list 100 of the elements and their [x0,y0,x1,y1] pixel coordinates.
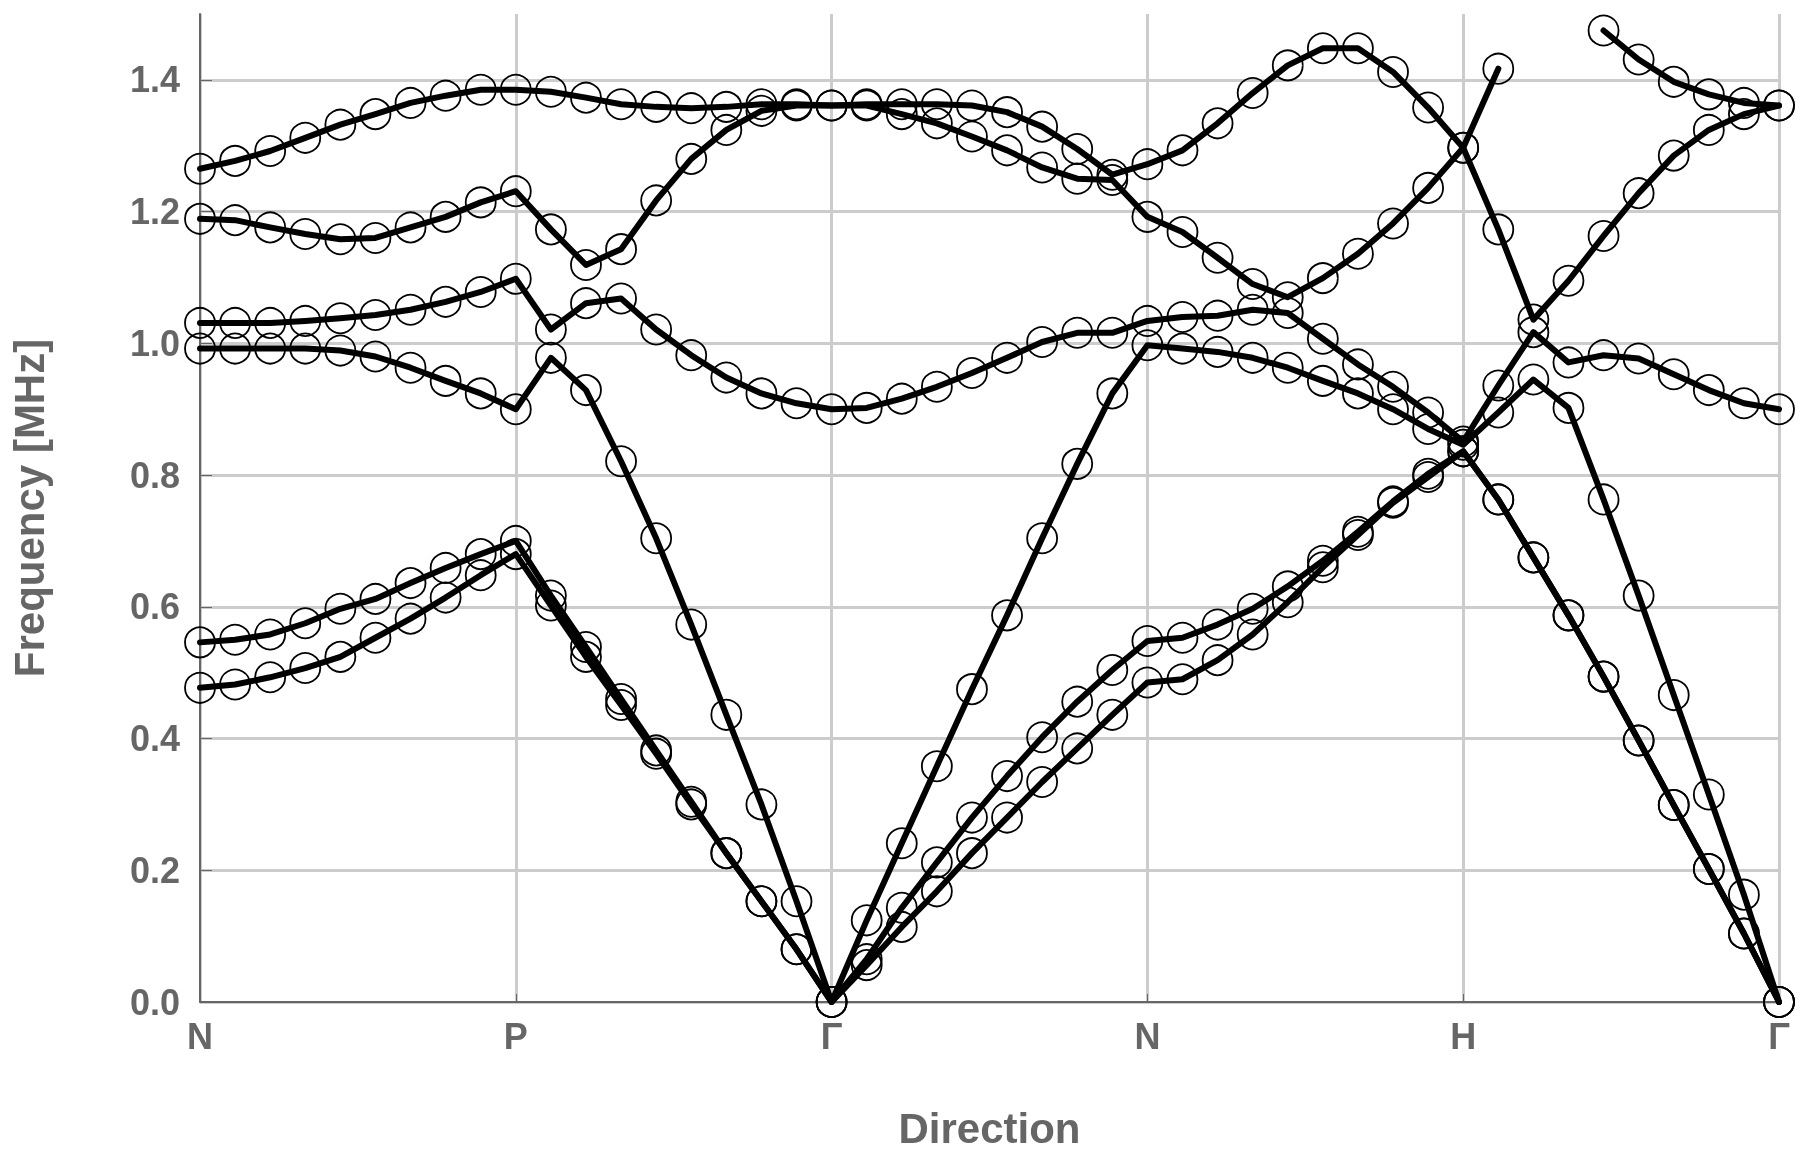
point [394,567,427,599]
y-tick-label: 1.2 [129,191,180,233]
point [1271,297,1304,329]
x-tick-label: Γ [1768,1015,1791,1057]
y-tick-label: 0.4 [129,718,180,760]
point [219,623,251,656]
point [464,276,497,308]
point [1587,483,1620,516]
point [324,334,357,367]
point [324,640,357,673]
y-tick-label: 1.4 [129,59,180,101]
point [1131,148,1164,181]
point [1622,43,1655,76]
point [289,121,322,154]
point [1201,336,1234,368]
point [1306,322,1339,355]
point [219,332,251,365]
point [359,583,392,615]
point [359,299,392,331]
point [429,285,462,318]
point [956,801,988,834]
point [1657,65,1690,98]
point [605,683,637,715]
point [1236,268,1269,300]
point [1482,369,1515,402]
point [885,98,918,131]
point [499,262,532,295]
point [429,79,462,112]
x-tick-label: N [187,1015,213,1057]
y-tick-label: 0.2 [129,849,180,891]
point [1061,133,1094,165]
point [1271,281,1304,314]
point [429,364,462,397]
point [1271,49,1304,82]
point [780,885,813,918]
point [289,305,322,337]
point [1166,216,1199,248]
point [1728,878,1760,911]
point [289,218,322,250]
point [359,222,392,254]
x-tick-label: Γ [820,1015,843,1057]
point [1377,370,1409,403]
point [1201,644,1234,677]
point [324,592,357,625]
point [675,339,708,372]
x-tick-label: H [1450,1015,1477,1057]
point [605,689,637,721]
y-tick-label: 0.6 [129,586,180,628]
point [640,313,673,346]
point [605,233,637,266]
point [921,370,953,403]
point [991,599,1023,632]
point [1482,213,1515,246]
point [394,211,427,244]
point [254,618,287,651]
point [1061,732,1094,765]
point [710,361,743,394]
point [1096,698,1129,731]
point [499,393,532,426]
point [219,307,251,339]
point [1306,364,1339,397]
point [1026,522,1059,555]
point [605,445,637,478]
point [184,307,216,339]
point [745,94,778,127]
point [675,608,708,641]
point [570,287,602,320]
point [1026,326,1059,358]
point [1061,447,1094,480]
point [184,332,216,365]
point [956,673,988,706]
point [1026,151,1059,184]
point [1236,618,1269,651]
point [1166,663,1199,696]
point [1412,91,1445,124]
point [991,341,1023,374]
point [956,837,988,870]
x-tick-label: N [1134,1015,1161,1057]
point [1728,387,1760,420]
point [1587,339,1620,372]
point [1552,346,1585,379]
point [359,621,392,654]
point [1412,171,1445,204]
point [1587,220,1620,252]
point [1692,374,1725,406]
point [1412,396,1445,429]
point [1166,301,1199,333]
point [710,90,743,123]
point [710,114,743,146]
point [1342,237,1374,270]
point [1306,32,1339,65]
y-tick-label: 0.0 [129,981,180,1023]
point [429,581,462,614]
point [1236,293,1269,326]
point [1271,351,1304,384]
point [1061,685,1094,718]
point [219,144,251,177]
point [324,302,357,335]
point [570,640,602,673]
point [1622,177,1655,210]
